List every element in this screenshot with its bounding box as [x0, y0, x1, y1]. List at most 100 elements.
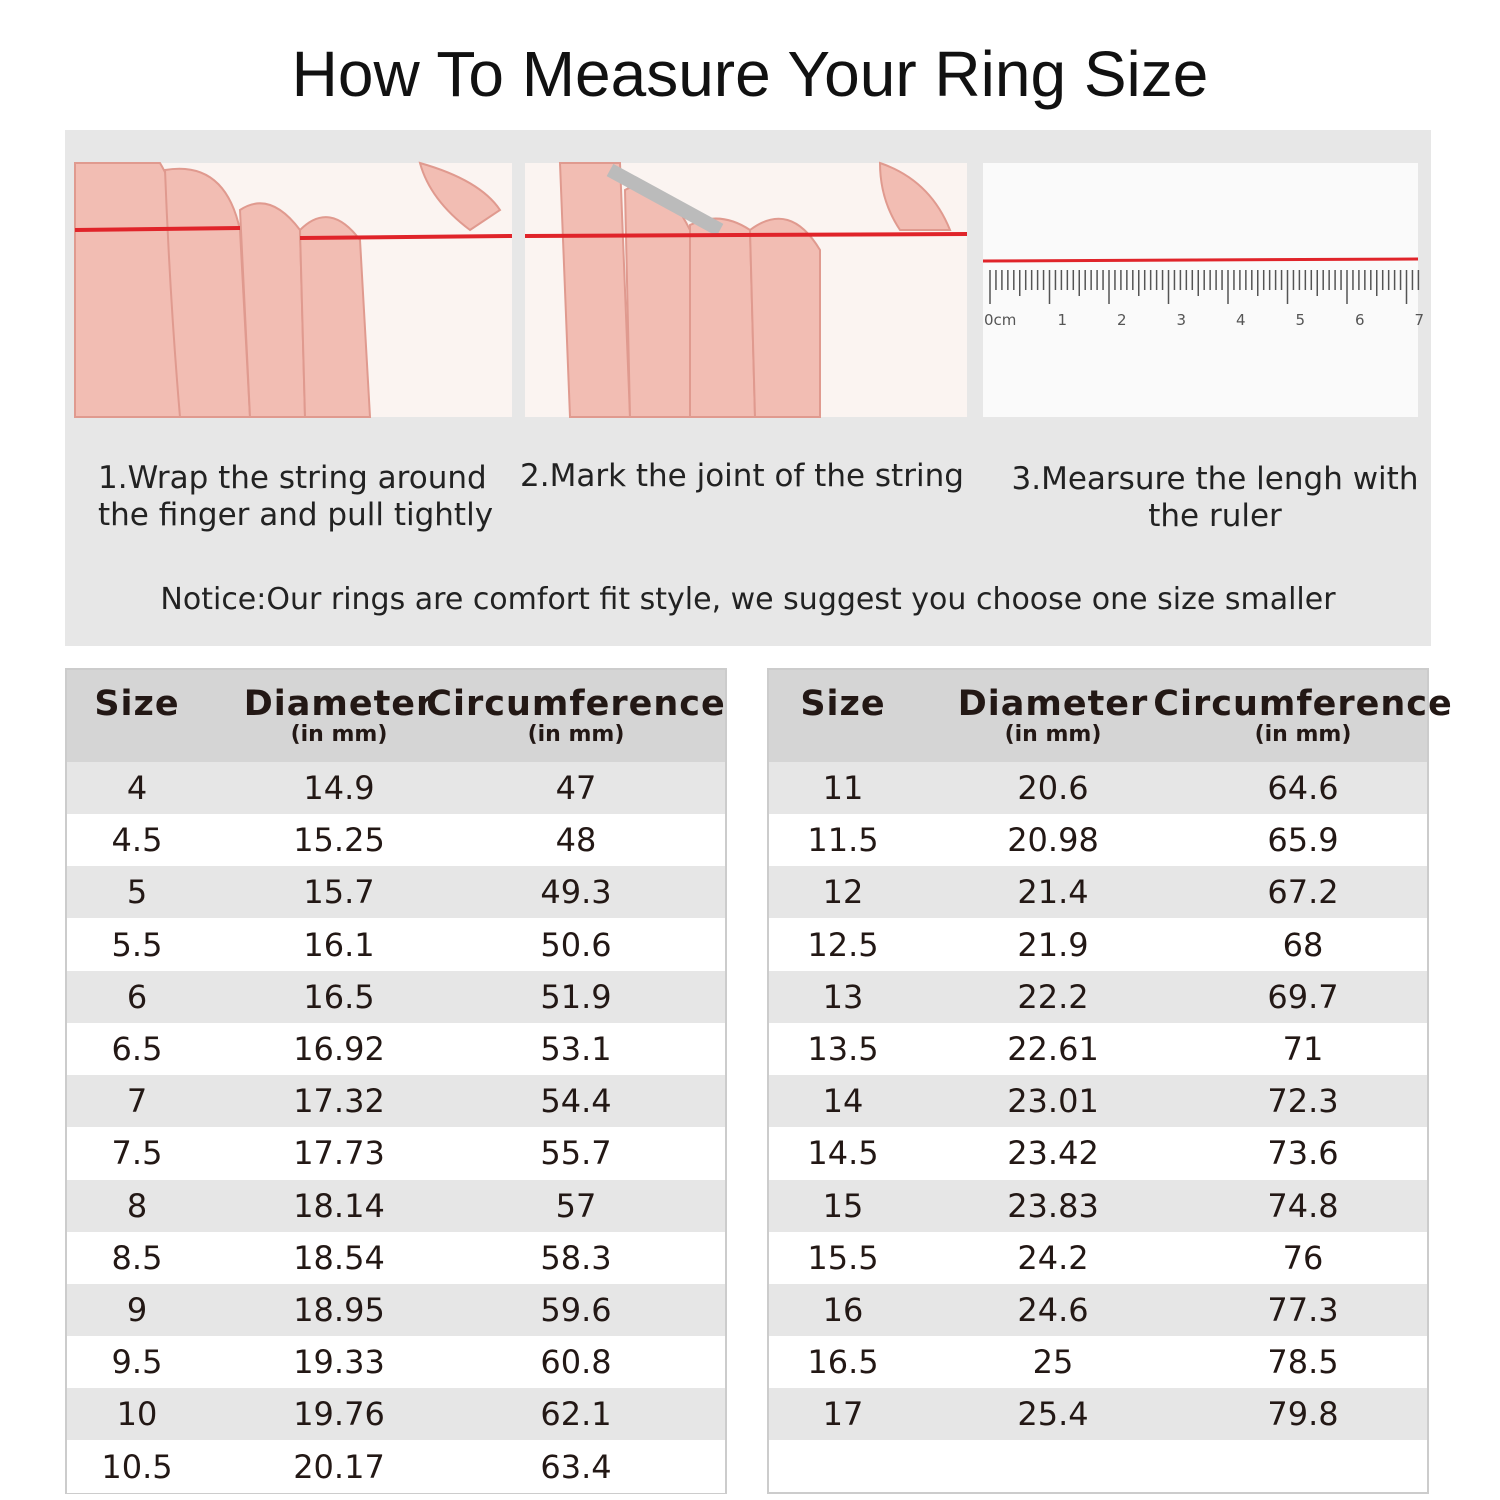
table-cell: 19.76	[293, 1395, 385, 1434]
size-table: Size Diameter (in mm) Circumference (in mm) 4…	[65, 668, 727, 1494]
table-cell: 4	[126, 769, 148, 807]
ruler: 0cm 1 2 3 4 5 6 7	[984, 270, 1424, 329]
table-row: 7 17.32 54.4	[67, 1075, 725, 1128]
table-cell: 23.83	[1007, 1186, 1099, 1225]
table-cell: 20.6	[1017, 769, 1089, 807]
table-row: 5.5 16.1 50.6	[67, 918, 725, 971]
table-cell: 55.7	[540, 1134, 612, 1173]
table-cell: 13	[822, 977, 864, 1016]
table-cell: 6.5	[111, 1030, 163, 1068]
table-cell: 7	[126, 1082, 148, 1121]
table-cell: 17.32	[293, 1082, 385, 1121]
header-unit: (in mm)	[1004, 722, 1102, 747]
table-cell: 72.3	[1267, 1082, 1339, 1121]
table-cell: 68	[1282, 925, 1324, 964]
ruler-label: 6	[1355, 311, 1365, 329]
header-unit: (in mm)	[1254, 722, 1352, 747]
table-row: 11 20.6 64.6	[769, 762, 1427, 814]
table-cell: 16.5	[303, 977, 375, 1016]
table-cell: 73.6	[1267, 1134, 1339, 1173]
table-row: 10.5 20.17 63.4	[67, 1440, 725, 1493]
table-cell: 14.9	[303, 769, 375, 807]
table-row: 11.5 20.98 65.9	[769, 814, 1427, 867]
table-row: 8 18.14 57	[67, 1179, 725, 1232]
table-cell: 62.1	[540, 1395, 612, 1434]
table-cell: 9	[126, 1291, 148, 1329]
table-row: 4.5 15.25 48	[67, 814, 725, 867]
table-cell: 60.8	[540, 1343, 612, 1382]
table-cell: 21.4	[1017, 873, 1089, 912]
table-row: 12.5 21.9 68	[769, 918, 1427, 971]
header-name: Size	[800, 684, 886, 724]
table-row: 16 24.6 77.3	[769, 1284, 1427, 1336]
table-cell: 5	[126, 873, 148, 912]
table-cell: 65.9	[1267, 821, 1339, 860]
table-cell: 74.8	[1267, 1186, 1339, 1225]
table-cell: 19.33	[293, 1343, 385, 1382]
table-row: 13.5 22.61 71	[769, 1023, 1427, 1075]
table-cell: 20.98	[1007, 821, 1099, 860]
table-cell: 24.6	[1017, 1291, 1089, 1329]
table-row: 17 25.4 79.8	[769, 1388, 1427, 1441]
table-cell: 17	[822, 1395, 864, 1434]
table-cell: 18.95	[293, 1291, 385, 1329]
header-name: Diameter	[957, 684, 1149, 724]
hand	[74, 161, 502, 418]
table-row: 15.5 24.2 76	[769, 1231, 1427, 1284]
table-cell: 77.3	[1267, 1291, 1339, 1329]
notice: Notice:Our rings are comfort fit style, …	[160, 582, 1336, 617]
ruler-label: 5	[1296, 311, 1306, 329]
table-cell: 71	[1282, 1030, 1324, 1068]
table-row: 14.5 23.42 73.6	[769, 1127, 1427, 1180]
table-row: 12 21.4 67.2	[769, 866, 1427, 919]
ruler-label: 3	[1177, 311, 1187, 329]
table-cell: 25	[1032, 1343, 1074, 1382]
table-cell: 25.4	[1017, 1395, 1089, 1434]
table-cell: 79.8	[1267, 1395, 1339, 1434]
table-cell: 11	[822, 769, 864, 807]
table-cell: 57	[555, 1186, 597, 1225]
step-caption: 1.Wrap the string around the finger and …	[98, 460, 494, 533]
table-cell: 58.3	[540, 1238, 612, 1277]
ruler-label: 4	[1236, 311, 1246, 329]
header-name: Circumference	[426, 684, 726, 724]
table-cell: 15.25	[293, 821, 385, 860]
table-cell: 11.5	[807, 821, 879, 860]
header-cell: Circumference (in mm)	[426, 684, 725, 746]
table-cell: 17.73	[293, 1134, 385, 1173]
table-cell: 47	[555, 769, 597, 807]
header-unit: (in mm)	[527, 722, 625, 747]
title: How To Measure Your Ring Size	[291, 38, 1209, 110]
table-cell: 67.2	[1267, 873, 1339, 912]
table-cell: 50.6	[540, 925, 612, 964]
table-cell: 14	[822, 1082, 864, 1121]
table-cell: 15	[822, 1186, 864, 1225]
string	[982, 257, 1419, 263]
table-cell: 22.61	[1007, 1030, 1099, 1068]
header-name: Size	[94, 684, 180, 724]
table-cell: 10.5	[101, 1447, 173, 1486]
table-cell: 10	[116, 1395, 158, 1434]
table-row: 13 22.2 69.7	[769, 970, 1427, 1023]
table-cell: 12	[822, 873, 864, 912]
table-cell: 48	[555, 821, 597, 860]
illustrations: 0cm 1 2 3 4 5 6 7	[74, 161, 1424, 418]
header-cell: Size	[94, 684, 179, 724]
header-name: Diameter	[243, 684, 435, 724]
table-row: 6.5 16.92 53.1	[67, 1023, 725, 1075]
table-cell: 51.9	[540, 977, 612, 1016]
ruler-label: 1	[1058, 311, 1068, 329]
header-name: Circumference	[1153, 684, 1453, 724]
table-cell: 6	[126, 977, 148, 1016]
ruler-label: 7	[1415, 311, 1425, 329]
table-cell: 78.5	[1267, 1343, 1339, 1382]
header-cell: Diameter (in mm)	[244, 684, 435, 746]
size-table: Size Diameter (in mm) Circumference (in mm) 1…	[767, 668, 1452, 1494]
table-cell: 18.14	[293, 1186, 385, 1225]
string	[524, 232, 968, 238]
table-row: 8.5 18.54 58.3	[67, 1231, 725, 1284]
table-header: Size Diameter (in mm) Circumference (in mm)	[67, 670, 725, 762]
table-row: 9.5 19.33 60.8	[67, 1336, 725, 1389]
table-cell: 16.1	[303, 925, 375, 964]
